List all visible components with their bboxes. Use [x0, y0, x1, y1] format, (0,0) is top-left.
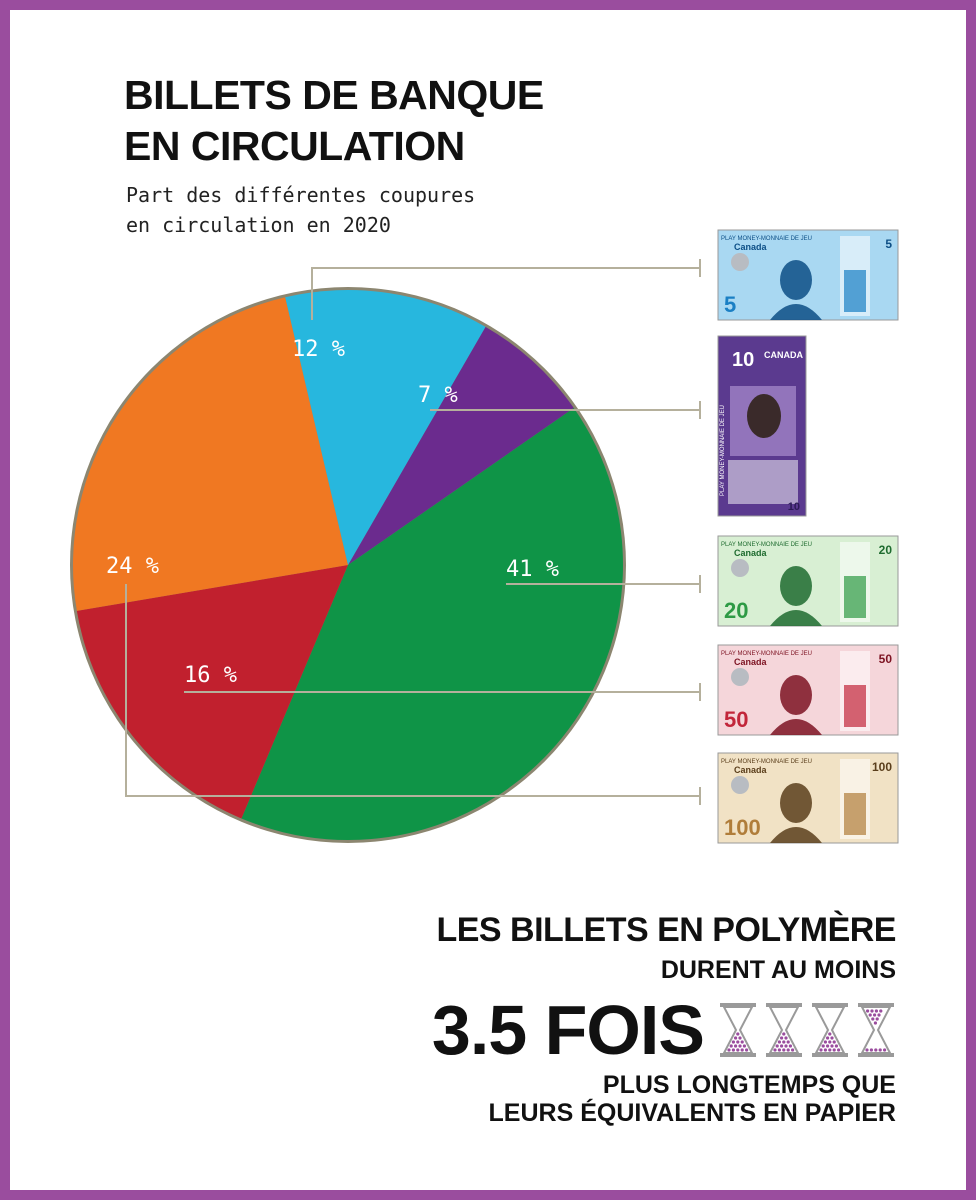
- slice-label-10: 12 %: [292, 337, 345, 362]
- subtitle-line-1: Part des différentes coupures: [126, 183, 476, 207]
- svg-text:PLAY MONEY-MONNAIE DE JEU: PLAY MONEY-MONNAIE DE JEU: [721, 651, 812, 657]
- note-big-row: 3.5 FOIS: [432, 990, 896, 1070]
- pie-slice-5: [348, 326, 574, 565]
- svg-text:CANADA: CANADA: [764, 350, 803, 360]
- note-big-value: 3.5 FOIS: [431, 991, 705, 1069]
- slice-label-20: 41 %: [506, 557, 559, 582]
- hourglass-icon: [812, 1003, 848, 1057]
- svg-text:PLAY MONEY-MONNAIE DE JEU: PLAY MONEY-MONNAIE DE JEU: [721, 759, 812, 765]
- hourglass-icon: [720, 1003, 756, 1057]
- chart-title: BILLETS DE BANQUE EN CIRCULATION: [124, 70, 724, 172]
- subtitle-line-2: en circulation en 2020: [126, 213, 391, 237]
- note-line-2: DURENT AU MOINS: [660, 956, 896, 984]
- svg-text:PLAY MONEY-MONNAIE DE JEU: PLAY MONEY-MONNAIE DE JEU: [721, 236, 812, 242]
- pie-slice-10: [285, 290, 486, 565]
- svg-text:Canada: Canada: [734, 657, 768, 667]
- svg-text:Canada: Canada: [734, 548, 768, 558]
- pie-slice-100: [73, 297, 349, 611]
- svg-text:100: 100: [872, 760, 892, 774]
- leader-line-100: [125, 584, 700, 797]
- hourglass-icon: [858, 1003, 894, 1057]
- hourglass-group: [712, 1002, 896, 1058]
- svg-text:100: 100: [724, 815, 761, 840]
- svg-text:20: 20: [879, 543, 893, 557]
- leader-line-10: [311, 267, 700, 320]
- note-line-1: LES BILLETS EN POLYMÈRE: [436, 911, 896, 949]
- slice-label-50: 16 %: [184, 663, 237, 688]
- svg-text:Canada: Canada: [734, 765, 768, 775]
- note-line-4: LEURS ÉQUIVALENTS EN PAPIER: [488, 1099, 896, 1127]
- svg-text:50: 50: [879, 652, 893, 666]
- banknote-10-image: 10 CANADA 10 PLAY MONEY-MONNAIE DE JEU: [717, 335, 807, 517]
- svg-text:5: 5: [724, 292, 736, 317]
- chart-subtitle: Part des différentes coupures en circula…: [126, 180, 686, 240]
- svg-text:PLAY MONEY-MONNAIE DE JEU: PLAY MONEY-MONNAIE DE JEU: [721, 542, 812, 548]
- slice-label-100: 24 %: [106, 554, 159, 579]
- title-line-1: BILLETS DE BANQUE: [124, 72, 544, 118]
- hourglass-icon: [766, 1003, 802, 1057]
- svg-text:50: 50: [724, 707, 748, 732]
- svg-text:10: 10: [732, 349, 754, 371]
- svg-text:20: 20: [724, 598, 748, 623]
- title-line-2: EN CIRCULATION: [124, 123, 465, 169]
- slice-label-5: 7 %: [418, 383, 458, 408]
- svg-text:10: 10: [788, 501, 800, 513]
- svg-text:5: 5: [885, 237, 892, 251]
- note-line-3: PLUS LONGTEMPS QUE: [602, 1071, 896, 1099]
- svg-text:Canada: Canada: [734, 242, 768, 252]
- svg-text:PLAY MONEY-MONNAIE DE JEU: PLAY MONEY-MONNAIE DE JEU: [720, 405, 726, 496]
- pie-slice-20: [241, 408, 624, 841]
